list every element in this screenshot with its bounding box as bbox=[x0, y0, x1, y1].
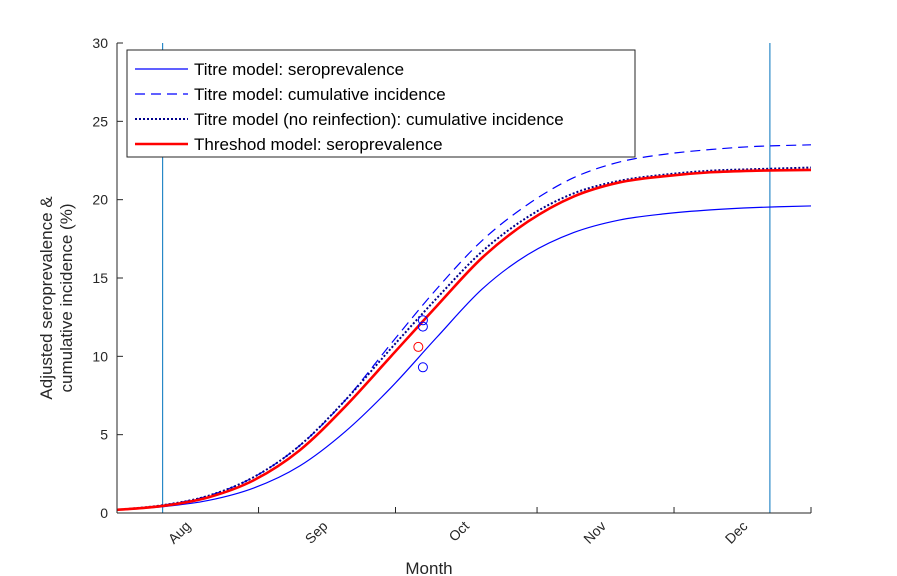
series-line-2 bbox=[117, 166, 811, 511]
x-tick-label-3: Nov bbox=[580, 518, 609, 547]
markers-layer bbox=[413, 315, 428, 373]
series-layer bbox=[117, 144, 811, 512]
y-tick-label-2: 10 bbox=[92, 348, 108, 364]
series-line-3 bbox=[117, 168, 811, 512]
y-tick-label-6: 30 bbox=[92, 35, 108, 51]
x-tick-label-0: Aug bbox=[165, 518, 194, 547]
legend: Titre model: seroprevalence Titre model: … bbox=[126, 49, 636, 158]
legend-label-2: Titre model (no reinfection): cumulative… bbox=[194, 110, 564, 129]
x-axis-label: Month bbox=[405, 559, 452, 576]
series-line-0 bbox=[117, 205, 811, 511]
legend-box bbox=[126, 49, 636, 158]
y-axis-label-line-2: cumulative incidence (%) bbox=[57, 204, 76, 393]
marker-2 bbox=[413, 341, 424, 352]
y-tick-label-5: 25 bbox=[92, 113, 108, 129]
y-tick-label-0: 0 bbox=[100, 505, 108, 521]
marker-0 bbox=[417, 315, 428, 326]
legend-label-0: Titre model: seroprevalence bbox=[194, 60, 404, 79]
y-tick-label-3: 15 bbox=[92, 270, 108, 286]
y-tick-label-4: 20 bbox=[92, 192, 108, 208]
y-axis-label-line-1: Adjusted seroprevalence & bbox=[37, 196, 56, 400]
y-tick-label-1: 5 bbox=[100, 427, 108, 443]
marker-3 bbox=[417, 362, 428, 373]
marker-1 bbox=[417, 321, 428, 332]
legend-label-1: Titre model: cumulative incidence bbox=[194, 85, 446, 104]
legend-label-3: Threshod model: seroprevalence bbox=[194, 135, 443, 154]
x-tick-label-1: Sep bbox=[302, 518, 331, 547]
x-tick-label-4: Dec bbox=[722, 518, 751, 547]
x-tick-label-2: Oct bbox=[445, 518, 472, 545]
y-axis-label: Adjusted seroprevalence & cumulative inc… bbox=[37, 196, 76, 400]
